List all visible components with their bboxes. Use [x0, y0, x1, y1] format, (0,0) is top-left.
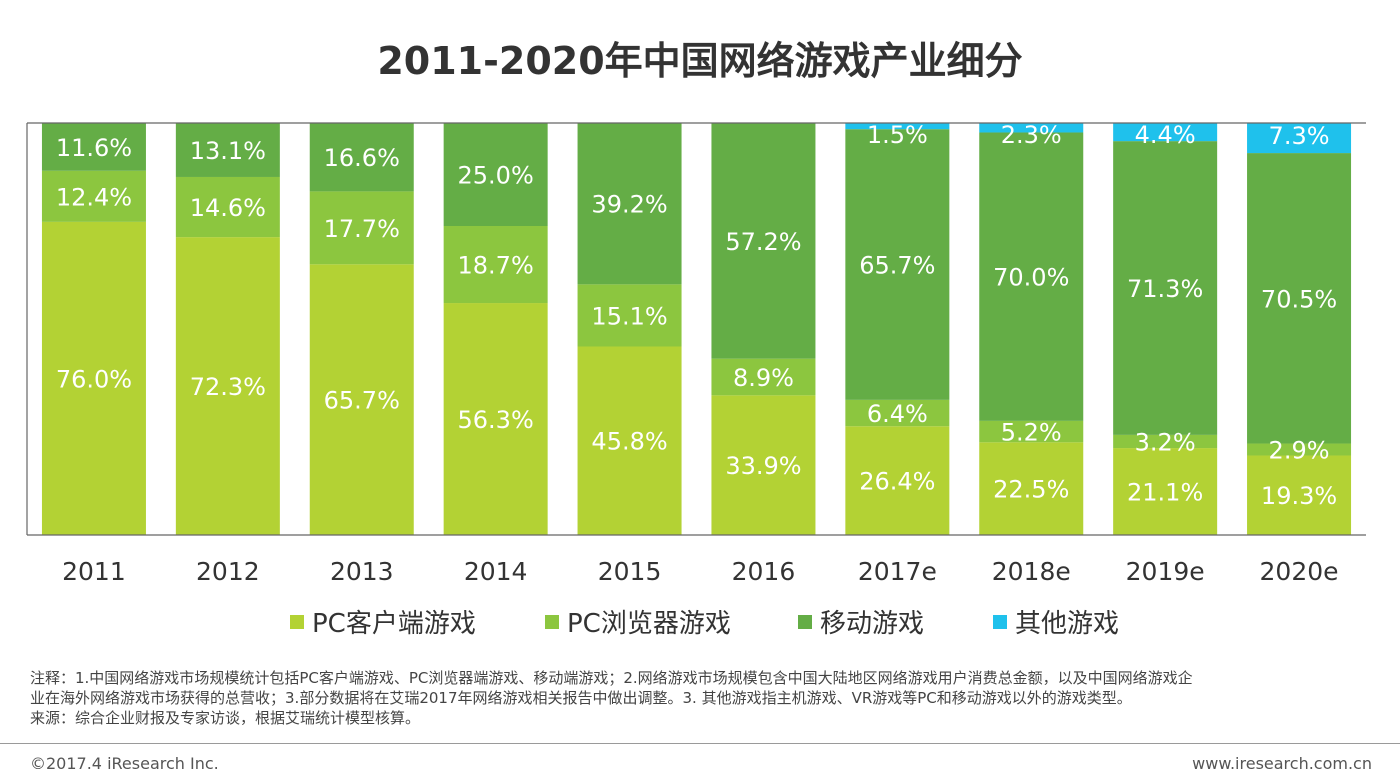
bar-segment-2016-2	[711, 358, 816, 396]
bar-segment-2017e-2	[845, 399, 950, 427]
x-tick-label-2019e: 2019e	[1126, 557, 1205, 586]
legend-label-2: PC浏览器游戏	[567, 609, 731, 639]
bar-segment-2017e-1	[845, 426, 950, 535]
note-line-2: 业在海外网络游戏市场获得的总营收；3.部分数据将在艾瑞2017年网络游戏相关报告…	[30, 689, 1132, 707]
data-label-2019e-1: 21.1%	[1127, 479, 1203, 507]
source-line: 来源：综合企业财报及专家访谈，根据艾瑞统计模型核算。	[30, 709, 421, 727]
data-label-2012-2: 14.6%	[190, 194, 266, 222]
bar-segment-2016-3	[711, 123, 816, 359]
legend-swatch-1	[290, 615, 304, 629]
bar-segment-2019e-1	[1113, 448, 1218, 535]
data-label-2015-3: 39.2%	[591, 191, 667, 219]
chart-title: 2011-2020年中国网络游戏产业细分	[377, 39, 1023, 83]
bar-segment-2020e-3	[1247, 153, 1352, 444]
data-label-2016-3: 57.2%	[725, 228, 801, 256]
bar-segment-2012-2	[175, 176, 280, 238]
x-tick-label-2017e: 2017e	[858, 557, 937, 586]
bar-segment-2013-3	[309, 123, 414, 192]
data-label-2011-1: 76.0%	[56, 365, 132, 393]
data-label-2017e-3: 65.7%	[859, 252, 935, 280]
x-tick-label-2013: 2013	[330, 557, 394, 586]
legend-label-3: 移动游戏	[820, 609, 924, 639]
bar-segment-2011-2	[41, 170, 146, 222]
bar-segment-2019e-4	[1113, 123, 1218, 142]
bar-segment-2012-3	[175, 123, 280, 177]
bar-segment-2012-1	[175, 237, 280, 535]
legend: PC客户端游戏 PC浏览器游戏 移动游戏 其他游戏	[290, 609, 1119, 639]
data-label-2014-1: 56.3%	[458, 406, 534, 434]
axes-layer: 2011 2012 2013 2014 2015 2016 2017e 2018e 2019e 2…	[26, 122, 1366, 586]
bars-layer	[41, 123, 1352, 535]
bar-segment-2020e-2	[1247, 443, 1352, 456]
bar-segment-2014-1	[443, 303, 548, 535]
data-label-2017e-2: 6.4%	[867, 400, 928, 428]
data-label-2013-2: 17.7%	[324, 215, 400, 243]
bar-segment-2015-1	[577, 346, 682, 535]
data-label-2014-2: 18.7%	[458, 252, 534, 280]
data-labels-layer: 76.0% 12.4% 11.6% 72.3% 14.6% 13.1% 65.7% 17.7%…	[56, 121, 1337, 510]
bar-segment-2015-2	[577, 284, 682, 347]
x-tick-label-2018e: 2018e	[992, 557, 1071, 586]
note-line-1: 注释：1.中国网络游戏市场规模统计包括PC客户端游戏、PC浏览器端游戏、移动端游…	[30, 669, 1193, 687]
bar-segment-2019e-2	[1113, 434, 1218, 449]
bar-segment-2011-3	[41, 123, 146, 171]
data-label-2018e-4: 2.3%	[1001, 121, 1062, 149]
legend-label-1: PC客户端游戏	[312, 609, 476, 639]
data-label-2020e-2: 2.9%	[1269, 437, 1330, 465]
bar-segment-2018e-1	[979, 442, 1084, 535]
footnotes: 注释：1.中国网络游戏市场规模统计包括PC客户端游戏、PC浏览器端游戏、移动端游…	[30, 668, 1375, 728]
x-tick-label-2012: 2012	[196, 557, 260, 586]
data-label-2018e-3: 70.0%	[993, 264, 1069, 292]
bar-segment-2017e-3	[845, 129, 950, 400]
copyright-text: ©2017.4 iResearch Inc.	[30, 754, 219, 773]
bar-segment-2020e-4	[1247, 123, 1352, 154]
bar-segment-2013-1	[309, 264, 414, 535]
bar-segment-2013-2	[309, 191, 414, 265]
data-label-2014-3: 25.0%	[458, 162, 534, 190]
data-label-2017e-4: 1.5%	[867, 121, 928, 149]
data-label-2013-3: 16.6%	[324, 144, 400, 172]
bar-segment-2016-1	[711, 395, 816, 535]
legend-swatch-2	[545, 615, 559, 629]
data-label-2017e-1: 26.4%	[859, 468, 935, 496]
data-label-2020e-4: 7.3%	[1269, 122, 1330, 150]
x-tick-label-2016: 2016	[732, 557, 796, 586]
data-label-2019e-3: 71.3%	[1127, 275, 1203, 303]
bar-segment-2018e-2	[979, 420, 1084, 443]
website-link[interactable]: www.iresearch.com.cn	[1192, 754, 1372, 773]
data-label-2016-2: 8.9%	[733, 364, 794, 392]
data-label-2011-2: 12.4%	[56, 183, 132, 211]
legend-swatch-4	[993, 615, 1007, 629]
data-label-2019e-4: 4.4%	[1135, 121, 1196, 149]
data-label-2015-2: 15.1%	[591, 302, 667, 330]
bar-segment-2014-3	[443, 123, 548, 226]
data-label-2018e-2: 5.2%	[1001, 419, 1062, 447]
x-tick-label-2014: 2014	[464, 557, 528, 586]
bar-segment-2020e-1	[1247, 455, 1352, 535]
legend-swatch-3	[798, 615, 812, 629]
data-label-2020e-1: 19.3%	[1261, 482, 1337, 510]
data-label-2018e-1: 22.5%	[993, 476, 1069, 504]
data-label-2013-1: 65.7%	[324, 387, 400, 415]
bar-segment-2011-1	[41, 221, 146, 535]
bar-segment-2018e-4	[979, 123, 1084, 133]
data-label-2015-1: 45.8%	[591, 428, 667, 456]
legend-label-4: 其他游戏	[1015, 609, 1119, 639]
stacked-bar-chart: 76.0% 12.4% 11.6% 72.3% 14.6% 13.1% 65.7% 17.7%…	[26, 121, 1366, 639]
data-label-2011-3: 11.6%	[56, 134, 132, 162]
data-label-2020e-3: 70.5%	[1261, 285, 1337, 313]
bar-segment-2015-3	[577, 123, 682, 285]
bar-segment-2018e-3	[979, 132, 1084, 421]
bar-segment-2019e-3	[1113, 141, 1218, 435]
x-tick-label-2020e: 2020e	[1260, 557, 1339, 586]
footer-divider	[0, 743, 1400, 744]
data-label-2019e-2: 3.2%	[1135, 428, 1196, 456]
x-tick-label-2011: 2011	[62, 557, 126, 586]
data-label-2012-1: 72.3%	[190, 373, 266, 401]
bar-segment-2017e-4	[845, 123, 950, 130]
data-label-2012-3: 13.1%	[190, 137, 266, 165]
x-tick-label-2015: 2015	[598, 557, 662, 586]
bar-segment-2014-2	[443, 226, 548, 304]
data-label-2016-1: 33.9%	[725, 452, 801, 480]
